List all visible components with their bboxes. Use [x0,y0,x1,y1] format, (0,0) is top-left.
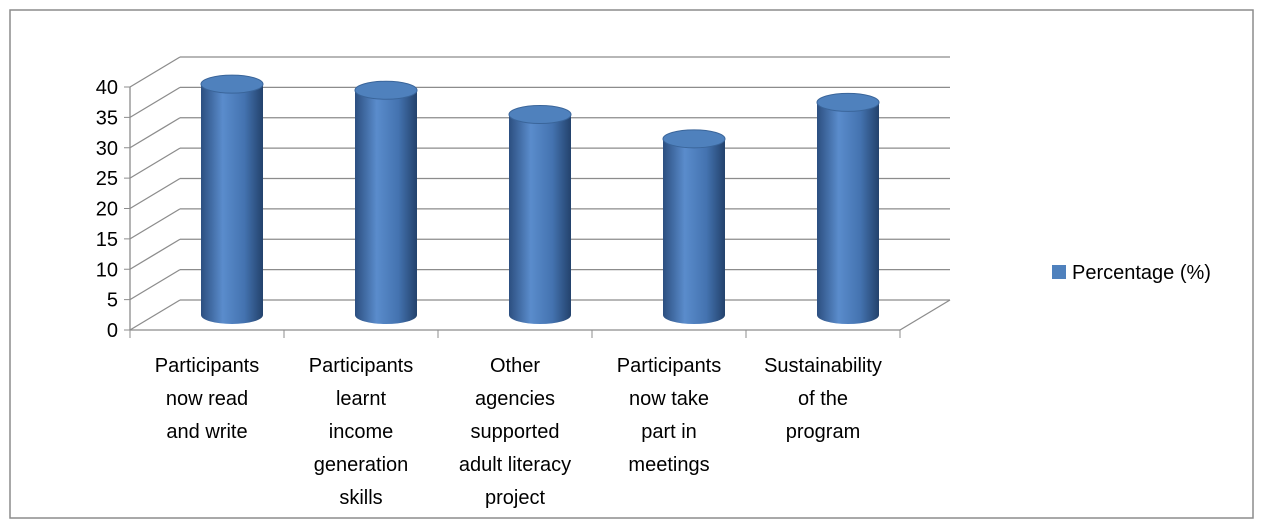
bar-group [200,74,264,324]
grid-line-side [129,177,181,210]
x-tick-label-line: Sustainability [764,355,882,377]
y-tick-label: 10 [96,259,118,281]
y-tick-label: 20 [96,199,118,221]
x-tick-label-line: learnt [336,388,386,410]
x-tick-label-line: Other [490,355,540,377]
grid-line-side [129,269,181,301]
x-tick-label: Other agencies supported adult literacy proj… [459,355,571,509]
y-tick-label: 35 [96,107,118,129]
x-tick-label: Participants now take part in meetings [617,355,722,476]
legend-swatch [1052,265,1066,279]
grid-line-side [129,238,181,270]
grid-line-side [129,208,181,240]
grid-line-side [129,147,181,179]
bar-group [816,92,880,324]
bar [509,114,571,325]
bar-group [508,105,572,325]
y-tick-label: 5 [107,290,118,312]
bar [355,90,417,324]
floor-right [899,299,951,331]
grid-line-side [129,56,181,88]
bar [663,138,725,324]
x-tick-label-line: of the [798,388,848,410]
x-tick-label: Sustainability of the program [764,355,882,443]
x-tick-label-line: Participants [155,355,260,377]
x-tick-label: Participants now read and write [155,355,260,443]
bar [201,84,263,324]
y-tick-label: 40 [96,77,118,99]
bar [817,102,879,324]
x-tick-label-line: meetings [628,454,709,476]
bar-top [816,92,880,112]
x-tick-label-line: generation [314,454,409,476]
legend-label: Percentage (%) [1072,262,1211,284]
x-tick-label-line: part in [641,421,697,443]
x-tick-label-line: program [786,421,860,443]
y-tick-label: 30 [96,138,118,160]
x-tick-label-line: skills [339,487,382,509]
x-tick-label-line: adult literacy [459,454,571,476]
bar-top [662,129,726,149]
y-tick-label: 25 [96,168,118,190]
x-tick-label-line: and write [166,421,247,443]
bar-group [662,129,726,324]
grid-line-side [129,86,181,118]
grid-line-side [129,299,181,331]
x-tick-label-line: Participants [617,355,722,377]
y-tick-label: 0 [107,320,118,342]
bar-group [354,80,418,324]
grid-line-side [129,117,181,149]
x-tick-label-line: income [329,421,393,443]
y-tick-label: 15 [96,229,118,251]
x-tick-label-line: now take [629,388,709,410]
x-tick-label-line: agencies [475,388,555,410]
x-tick-label: Participants learnt income generation skills [309,355,414,509]
bar-top [508,105,572,125]
bar-top [354,80,418,100]
x-tick-label-line: supported [471,421,560,443]
x-tick-label-line: project [485,487,545,509]
bar-top [200,74,264,94]
x-tick-label-line: now read [166,388,248,410]
x-tick-label-line: Participants [309,355,414,377]
